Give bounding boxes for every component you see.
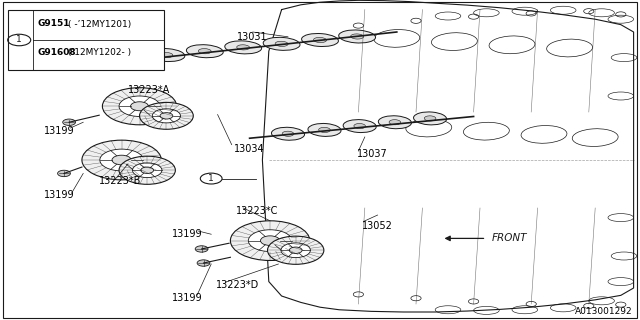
Ellipse shape bbox=[389, 120, 401, 125]
Ellipse shape bbox=[413, 112, 447, 125]
Ellipse shape bbox=[282, 131, 294, 136]
Text: 13223*D: 13223*D bbox=[216, 280, 260, 291]
Circle shape bbox=[82, 140, 161, 180]
Circle shape bbox=[195, 246, 208, 252]
Text: 13223*A: 13223*A bbox=[128, 84, 170, 95]
Text: ( -’12MY1201): ( -’12MY1201) bbox=[68, 20, 132, 28]
Text: 13223*C: 13223*C bbox=[236, 206, 278, 216]
Circle shape bbox=[140, 102, 193, 129]
Ellipse shape bbox=[271, 127, 305, 140]
Ellipse shape bbox=[354, 124, 365, 129]
Circle shape bbox=[152, 109, 180, 123]
Ellipse shape bbox=[263, 37, 300, 50]
Circle shape bbox=[197, 260, 210, 266]
Circle shape bbox=[289, 247, 302, 253]
Text: 1: 1 bbox=[17, 36, 22, 44]
Text: A013001292: A013001292 bbox=[575, 307, 632, 316]
Text: 13199: 13199 bbox=[172, 293, 202, 303]
Circle shape bbox=[248, 230, 292, 252]
Ellipse shape bbox=[225, 41, 262, 54]
Text: G9151: G9151 bbox=[37, 20, 70, 28]
Circle shape bbox=[281, 243, 310, 258]
Text: G91608: G91608 bbox=[37, 48, 76, 57]
Circle shape bbox=[131, 102, 148, 111]
Text: 13031: 13031 bbox=[237, 32, 268, 42]
Text: FRONT: FRONT bbox=[492, 233, 527, 244]
Text: 1: 1 bbox=[209, 174, 214, 183]
Circle shape bbox=[102, 88, 177, 125]
Text: 13199: 13199 bbox=[172, 228, 202, 239]
Circle shape bbox=[132, 163, 162, 178]
Ellipse shape bbox=[314, 37, 326, 43]
Text: 13034: 13034 bbox=[234, 144, 264, 154]
Circle shape bbox=[63, 119, 76, 125]
Circle shape bbox=[260, 236, 280, 245]
Circle shape bbox=[268, 236, 324, 264]
Text: 13052: 13052 bbox=[362, 220, 392, 231]
Bar bbox=[8, 10, 164, 70]
Ellipse shape bbox=[186, 45, 223, 58]
Ellipse shape bbox=[237, 45, 250, 50]
Ellipse shape bbox=[378, 116, 412, 129]
Circle shape bbox=[119, 156, 175, 184]
Circle shape bbox=[58, 170, 70, 177]
Ellipse shape bbox=[160, 52, 173, 58]
Ellipse shape bbox=[308, 124, 341, 136]
Text: 13223*B: 13223*B bbox=[99, 176, 141, 186]
Circle shape bbox=[230, 221, 310, 260]
Ellipse shape bbox=[275, 41, 288, 46]
Text: (’12MY1202- ): (’12MY1202- ) bbox=[68, 48, 132, 57]
Ellipse shape bbox=[198, 49, 211, 54]
Ellipse shape bbox=[148, 49, 185, 61]
Circle shape bbox=[112, 155, 131, 165]
Ellipse shape bbox=[351, 34, 364, 39]
Circle shape bbox=[141, 167, 154, 173]
Text: 13037: 13037 bbox=[357, 148, 388, 159]
Ellipse shape bbox=[319, 127, 330, 132]
Circle shape bbox=[100, 149, 143, 171]
Ellipse shape bbox=[424, 116, 436, 121]
Ellipse shape bbox=[343, 120, 376, 132]
Text: 13199: 13199 bbox=[44, 190, 74, 200]
Ellipse shape bbox=[301, 34, 339, 46]
Circle shape bbox=[160, 113, 173, 119]
Circle shape bbox=[119, 96, 160, 116]
Ellipse shape bbox=[339, 30, 376, 43]
Text: 13199: 13199 bbox=[44, 126, 74, 136]
